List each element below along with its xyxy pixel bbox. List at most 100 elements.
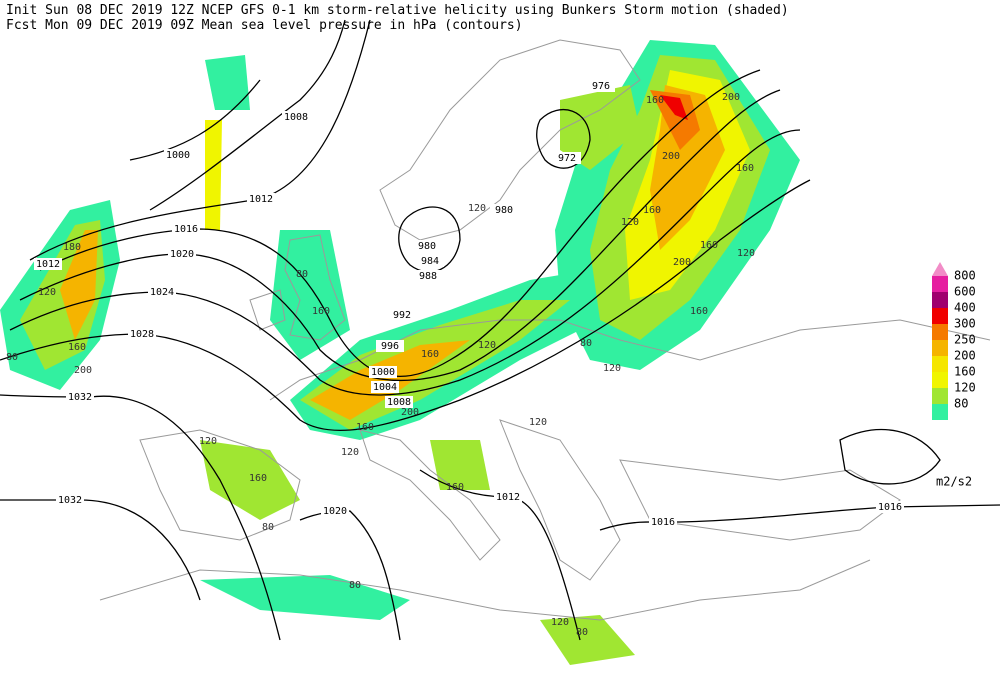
shading-label: 120 <box>551 617 569 628</box>
shading-label: 80 <box>580 338 592 349</box>
legend-swatch <box>932 292 948 308</box>
shading-label: 200 <box>673 257 691 268</box>
legend-swatch <box>932 276 948 292</box>
header-line: Init Sun 08 DEC 2019 12Z NCEP GFS 0-1 km… <box>6 3 789 18</box>
shading-label: 120 <box>468 203 486 214</box>
shading-label: 160 <box>68 342 86 353</box>
coastlines <box>99 39 991 621</box>
shading-label: 120 <box>621 217 639 228</box>
isobar-label: 1012 <box>496 492 520 503</box>
shading-label: 120 <box>199 436 217 447</box>
legend-label: 400 <box>954 301 976 315</box>
legend-swatch <box>932 388 948 404</box>
isobar-label: 1000 <box>371 367 395 378</box>
label-bg <box>128 328 156 340</box>
legend-label: 800 <box>954 269 976 283</box>
shading-label: 120 <box>38 287 56 298</box>
isobar-label: 988 <box>419 271 437 282</box>
isobar-label: 1012 <box>249 194 273 205</box>
shading-label: 120 <box>737 248 755 259</box>
shading-label: 160 <box>356 422 374 433</box>
legend-swatch <box>932 356 948 372</box>
labels: 1000 1008 1012 1016 1020 1024 1028 1032 1032 1012… <box>6 80 904 638</box>
isobar-label: 1016 <box>651 517 675 528</box>
legend-label: 250 <box>954 333 976 347</box>
shading-label: 80 <box>6 352 18 363</box>
label-bg <box>414 270 442 282</box>
label-bg <box>494 491 522 503</box>
label-bg <box>376 340 404 352</box>
shading-label: 160 <box>700 240 718 251</box>
shading-label: 80 <box>576 627 588 638</box>
shading-label: 200 <box>74 365 92 376</box>
legend-unit: m2/s2 <box>936 475 972 489</box>
label-bg <box>649 516 677 528</box>
shading-label: 160 <box>643 205 661 216</box>
header-line: Fcst Mon 09 DEC 2019 09Z Mean sea level … <box>6 18 523 33</box>
legend-label: 200 <box>954 349 976 363</box>
label-bg <box>321 505 349 517</box>
isobar-label: 1024 <box>150 287 174 298</box>
shading-label: 200 <box>662 151 680 162</box>
isobar-label: 1028 <box>130 329 154 340</box>
shading-label: 180 <box>63 242 81 253</box>
shading-label: 200 <box>722 92 740 103</box>
shading-label: 80 <box>262 522 274 533</box>
shading-label: 160 <box>646 95 664 106</box>
label-bg <box>172 223 200 235</box>
isobar-label: 980 <box>418 241 436 252</box>
label-bg <box>282 111 310 123</box>
label-bg <box>56 494 84 506</box>
label-bg <box>413 240 441 252</box>
shading-label: 160 <box>312 306 330 317</box>
shading-label: 160 <box>736 163 754 174</box>
shading-label: 160 <box>249 473 267 484</box>
shading-label: 80 <box>349 580 361 591</box>
legend-label: 600 <box>954 285 976 299</box>
isobar-label: 1016 <box>878 502 902 513</box>
isobar-label: 1000 <box>166 150 190 161</box>
isobar-label: 1008 <box>387 397 411 408</box>
isobar-label: 1020 <box>170 249 194 260</box>
label-bg <box>168 248 196 260</box>
isobar-label: 1016 <box>174 224 198 235</box>
isobar-label: 1020 <box>323 506 347 517</box>
isobar-label: 1012 <box>36 259 60 270</box>
label-bg <box>876 501 904 513</box>
isobar-label: 996 <box>381 341 399 352</box>
shading-label: 160 <box>690 306 708 317</box>
shading-label: 120 <box>529 417 547 428</box>
label-bg <box>490 204 518 216</box>
label-bg <box>371 381 399 393</box>
shading-label: 120 <box>478 340 496 351</box>
legend-swatch <box>932 340 948 356</box>
label-bg <box>587 80 615 92</box>
legend-swatch <box>932 372 948 388</box>
label-bg <box>369 366 397 378</box>
shading-label: 160 <box>446 482 464 493</box>
legend-label: 160 <box>954 365 976 379</box>
isobar-label: 1032 <box>68 392 92 403</box>
legend-label: 80 <box>954 397 968 411</box>
legend-swatch <box>932 404 948 420</box>
shading-label: 120 <box>603 363 621 374</box>
label-bg <box>148 286 176 298</box>
label-bg <box>388 309 416 321</box>
isobar-label: 1032 <box>58 495 82 506</box>
shading-label: 120 <box>341 447 359 458</box>
shading-label: 200 <box>401 407 419 418</box>
label-bg <box>164 149 192 161</box>
isobar-label: 980 <box>495 205 513 216</box>
legend: 800 600 400 300 250 200 160 120 80 <box>932 262 976 420</box>
shading-label: 160 <box>421 349 439 360</box>
label-bg <box>66 391 94 403</box>
shading-label: 80 <box>296 269 308 280</box>
isobar-label: 972 <box>558 153 576 164</box>
isobar-label: 1008 <box>284 112 308 123</box>
label-bg <box>416 255 444 267</box>
isobar-label: 992 <box>393 310 411 321</box>
legend-swatch <box>932 324 948 340</box>
legend-swatch <box>932 308 948 324</box>
isobar-label: 976 <box>592 81 610 92</box>
